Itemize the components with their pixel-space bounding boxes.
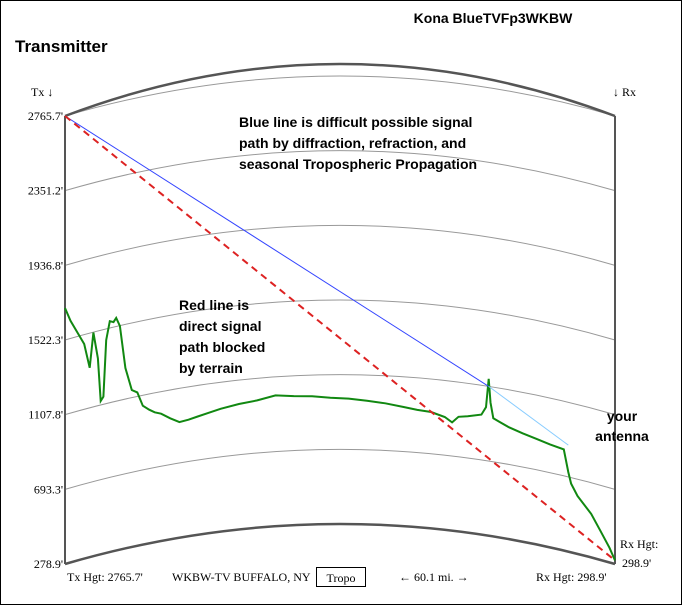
transmitter-heading: Transmitter — [15, 37, 108, 56]
terrain-line — [64, 307, 616, 561]
height-gridline-arc — [64, 374, 616, 416]
earth-curve-bottom — [64, 522, 616, 566]
chart-title: Kona BlueTVFp3WKBW — [414, 10, 573, 26]
earth-curve-top — [64, 62, 616, 118]
height-gridline-arc — [64, 75, 616, 117]
blue-line-note: Blue line is difficult possible signal — [239, 114, 472, 130]
antenna-note: antenna — [595, 428, 649, 444]
distance-label: ← 60.1 mi. → — [399, 570, 469, 584]
blue-line-note: seasonal Tropospheric Propagation — [239, 156, 477, 172]
rx-hgt-value: 298.9' — [622, 556, 651, 570]
height-gridline-arc — [64, 299, 616, 341]
rx-height-label: Rx Hgt: 298.9' — [536, 570, 607, 584]
y-tick-label: 693.3' — [34, 482, 63, 496]
station-name: WKBW-TV BUFFALO, NY — [172, 570, 311, 584]
rx-marker: ↓ Rx — [613, 85, 636, 99]
antenna-note: your — [607, 408, 638, 424]
rx-hgt-caption: Rx Hgt: — [620, 537, 658, 551]
y-tick-label: 1522.3' — [28, 333, 63, 347]
tropo-button[interactable]: Tropo — [316, 567, 366, 587]
height-gridline-arc — [64, 448, 616, 490]
y-tick-label: 2351.2' — [28, 184, 63, 198]
red-line-note: path blocked — [179, 339, 265, 355]
tx-height-label: Tx Hgt: 2765.7' — [67, 570, 143, 584]
height-gridline-arc — [64, 150, 616, 192]
red-line-note: by terrain — [179, 360, 243, 376]
tx-marker: Tx ↓ — [31, 85, 53, 99]
red-path-line — [64, 115, 616, 562]
y-tick-label: 2765.7' — [28, 109, 63, 123]
blue-path-line — [64, 115, 489, 387]
light-blue-path-line — [488, 385, 569, 446]
y-tick-label: 1936.8' — [28, 258, 63, 272]
y-tick-label: 278.9' — [34, 557, 63, 571]
height-gridline-arc — [64, 224, 616, 266]
red-line-note: direct signal — [179, 318, 261, 334]
blue-line-note: path by diffraction, refraction, and — [239, 135, 466, 151]
y-tick-label: 1107.8' — [28, 408, 63, 422]
red-line-note: Red line is — [179, 297, 249, 313]
